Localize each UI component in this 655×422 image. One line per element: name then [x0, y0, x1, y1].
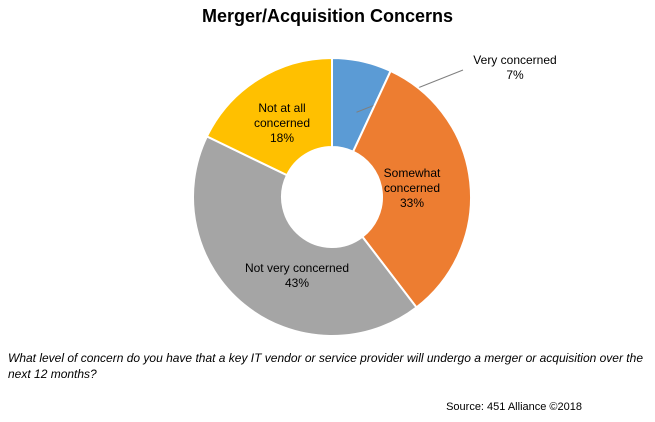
data-label-not-very-concerned: Not very concerned 43% [245, 261, 349, 290]
data-label-somewhat-concerned: Somewhat concerned 33% [384, 166, 441, 210]
slice-not-at-all-concerned [205, 56, 333, 177]
slice-somewhat-concerned [351, 69, 472, 309]
data-label-line: Not at all [258, 101, 305, 115]
survey-question: What level of concern do you have that a… [8, 351, 643, 381]
data-label-line: 18% [270, 131, 294, 145]
chart-title: Merger/Acquisition Concerns [201, 6, 454, 26]
data-label-line: Not very concerned [245, 261, 349, 275]
data-label-line: concerned [384, 181, 440, 195]
data-label-line: 7% [506, 68, 524, 82]
source-note: Source: 451 Alliance ©2018 [446, 401, 582, 413]
data-label-line: Very concerned [473, 53, 556, 67]
data-label-very-concerned: Very concerned 7% [473, 53, 556, 82]
slice-not-very-concerned [192, 135, 418, 337]
data-label-not-at-all-concerned: Not at all concerned 18% [254, 101, 310, 145]
data-label-line: 43% [285, 276, 309, 290]
data-label-line: concerned [254, 116, 310, 130]
data-label-line: 33% [400, 196, 424, 210]
data-label-line: Somewhat [384, 166, 441, 180]
